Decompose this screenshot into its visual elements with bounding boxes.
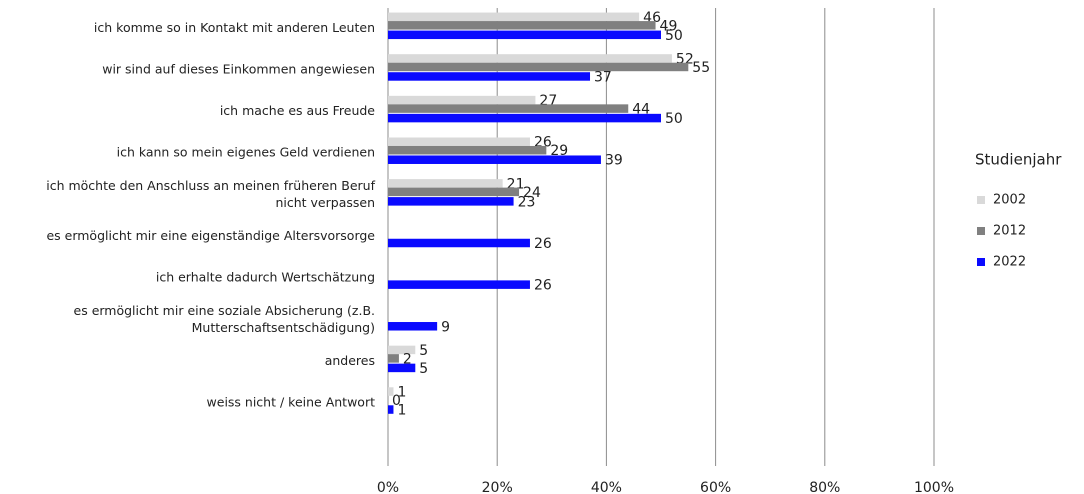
value-label: 2: [403, 351, 412, 367]
value-label: 9: [441, 319, 450, 335]
value-label: 24: [523, 185, 541, 201]
bar: [388, 137, 530, 146]
bar: [388, 322, 438, 331]
legend-swatch: [977, 227, 985, 235]
label-line: Mutterschaftsentschädigung): [192, 319, 375, 334]
x-tick-label: 100%: [914, 480, 954, 494]
legend-label: 2002: [993, 193, 1026, 208]
y-tick-label: ich erhalte dadurch Wertschätzung: [156, 269, 375, 284]
label-line: nicht verpassen: [275, 194, 375, 209]
value-label: 1: [397, 403, 406, 419]
value-label: 55: [692, 60, 710, 76]
label-line: weiss nicht / keine Antwort: [207, 394, 376, 409]
bar: [388, 104, 629, 113]
bar: [388, 187, 520, 197]
label-line: es ermöglicht mir eine soziale Absicheru…: [74, 302, 375, 317]
bar: [388, 280, 530, 289]
value-label: 5: [419, 343, 428, 359]
bar: [388, 54, 672, 63]
value-label: 50: [665, 111, 683, 127]
y-tick-label: anderes: [325, 352, 375, 367]
bar: [388, 387, 394, 396]
y-tick-label: ich kann so mein eigenes Geld verdienen: [117, 144, 375, 159]
value-label: 5: [419, 361, 428, 377]
value-label: 44: [632, 102, 650, 118]
x-tick-label: 60%: [700, 480, 731, 494]
y-tick-label: ich mache es aus Freude: [220, 103, 375, 118]
x-tick-label: 80%: [809, 480, 840, 494]
bar: [388, 155, 601, 164]
x-tick-label: 0%: [377, 480, 399, 494]
legend-label: 2012: [993, 224, 1026, 239]
value-label: 49: [660, 18, 678, 34]
label-line: es ermöglicht mir eine eigenständige Alt…: [46, 228, 375, 243]
bar: [388, 21, 656, 30]
y-tick-label: ich möchte den Anschluss an meinen frühe…: [46, 177, 375, 209]
y-tick-label: wir sind auf dieses Einkommen angewiesen: [102, 61, 375, 76]
label-line: anderes: [325, 352, 375, 367]
bar: [388, 363, 416, 373]
legend-swatch: [977, 196, 985, 204]
value-label: 29: [550, 143, 568, 159]
bar: [388, 238, 530, 248]
bar: [388, 354, 399, 363]
value-label: 23: [518, 194, 536, 210]
x-tick-label: 20%: [482, 480, 513, 494]
label-line: wir sind auf dieses Einkommen angewiesen: [102, 61, 375, 76]
bar: [388, 197, 514, 206]
y-tick-label: es ermöglicht mir eine eigenständige Alt…: [46, 228, 375, 243]
x-tick-label: 40%: [591, 480, 622, 494]
bar: [388, 30, 661, 40]
bar: [388, 179, 503, 188]
label-line: ich mache es aus Freude: [220, 103, 375, 118]
bar: [388, 345, 416, 355]
value-label: 39: [605, 153, 623, 169]
bar: [388, 405, 394, 414]
legend-title: Studienjahr: [975, 151, 1062, 169]
bar: [388, 12, 640, 22]
legend-swatch: [977, 258, 985, 266]
legend-label: 2022: [993, 255, 1026, 270]
bar: [388, 145, 547, 155]
value-label: 26: [534, 236, 552, 252]
value-label: 37: [594, 69, 612, 85]
y-tick-label: ich komme so in Kontakt mit anderen Leut…: [94, 19, 375, 34]
value-label: 0: [392, 393, 401, 409]
label-line: ich möchte den Anschluss an meinen frühe…: [46, 177, 375, 192]
bar: [388, 72, 591, 81]
value-label: 50: [665, 28, 683, 44]
label-line: ich kann so mein eigenes Geld verdienen: [117, 144, 375, 159]
bar: [388, 95, 536, 105]
value-label: 26: [534, 278, 552, 294]
bar: [388, 62, 689, 72]
label-line: ich erhalte dadurch Wertschätzung: [156, 269, 375, 284]
value-label: 1: [397, 385, 406, 401]
bar: [388, 113, 661, 123]
y-tick-label: es ermöglicht mir eine soziale Absicheru…: [74, 302, 375, 334]
label-line: ich komme so in Kontakt mit anderen Leut…: [94, 19, 375, 34]
y-tick-label: weiss nicht / keine Antwort: [207, 394, 376, 409]
